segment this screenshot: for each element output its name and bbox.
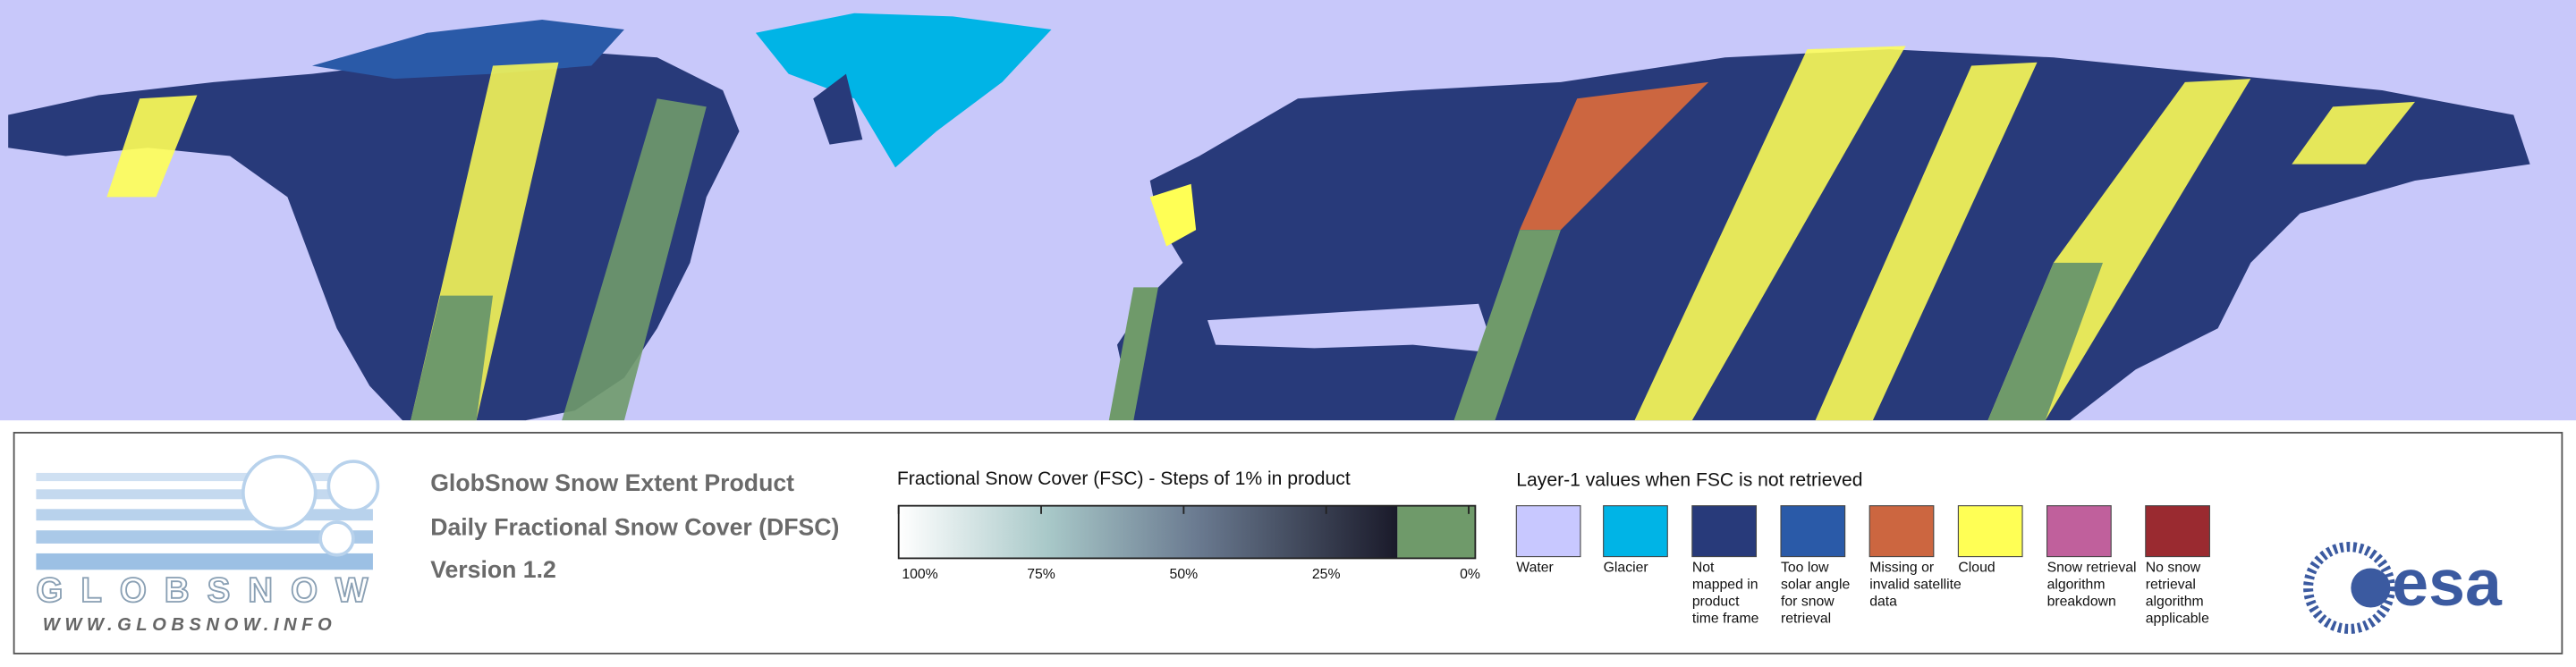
tick-label: 75% (1027, 567, 1055, 582)
legend-swatch (2145, 505, 2210, 558)
legend-label: Missing or (1869, 561, 1934, 576)
snowflake (318, 520, 355, 557)
legend-label: Cloud (1958, 561, 1995, 576)
legend-label: retrieval (2146, 578, 2196, 593)
legend-label: data (1869, 594, 1897, 609)
legend-label: for snow (1781, 594, 1835, 609)
fsc-frame (897, 504, 1477, 560)
legend-label: algorithm (2047, 578, 2106, 593)
fsc-title: Fractional Snow Cover (FSC) - Steps of 1… (897, 469, 1351, 489)
legend-label: mapped in (1692, 578, 1758, 593)
swath (1815, 62, 2038, 421)
legend-label: No snow (2146, 561, 2201, 576)
swath-snowfree (1453, 230, 1561, 421)
greenland-strip (813, 73, 863, 145)
legend-swatch (1603, 505, 1668, 558)
legend-swatch (2046, 505, 2112, 558)
snowflake (242, 454, 318, 531)
swath-snowfree (562, 98, 707, 421)
fsc-gradient (898, 505, 1398, 559)
legend-label: algorithm (2146, 594, 2204, 609)
legend-label: time frame (1692, 611, 1759, 626)
product-line: Daily Fractional Snow Cover (DFSC) (430, 513, 839, 540)
logo-stripe (36, 530, 373, 544)
swath (106, 95, 198, 198)
tick-label: 50% (1170, 567, 1199, 582)
legend-label: Glacier (1604, 561, 1648, 576)
esa-emblem (2351, 568, 2391, 608)
logo-stripe (36, 489, 373, 500)
legend-label: Water (1516, 561, 1554, 576)
swath-missing (1519, 81, 1709, 231)
legend-label: applicable (2146, 611, 2209, 626)
tick-label: 0% (1460, 567, 1480, 582)
logo-url: WWW.GLOBSNOW.INFO (43, 615, 336, 635)
tick-label: 25% (1312, 567, 1341, 582)
logo-stripe (36, 509, 373, 521)
esa-name: esa (2392, 545, 2503, 620)
legend-label: retrieval (1781, 611, 1831, 626)
legend-swatch (1957, 505, 2023, 558)
legend-swatch (1515, 505, 1581, 558)
north-america (8, 49, 740, 421)
legend-swatch (1780, 505, 1846, 558)
legend-swatch (1868, 505, 1935, 558)
greenland (755, 13, 1052, 168)
product-line: Version 1.2 (430, 556, 556, 583)
legend-label: product (1692, 594, 1740, 609)
logo-stripe (36, 553, 373, 570)
tick-label: 100% (902, 567, 937, 582)
legend-label: Too low (1781, 561, 1829, 576)
product-line: GlobSnow Snow Extent Product (430, 469, 794, 496)
swath (2292, 101, 2415, 165)
legend-label: breakdown (2047, 594, 2116, 609)
esa-logo: esa (2303, 542, 2503, 634)
legend-label: Snow retrieval (2047, 561, 2137, 576)
snowflake (326, 460, 380, 512)
logo-stripe (36, 472, 373, 482)
swath-snowfree (1987, 262, 2104, 421)
swath-snowfree (1108, 287, 1158, 421)
legend-label: invalid satellite (1869, 578, 1962, 593)
legend-label: solar angle (1781, 578, 1850, 593)
map (0, 0, 2576, 421)
legend-label: Not (1692, 561, 1715, 576)
swath-snowfree (411, 295, 494, 421)
swath (1634, 46, 1906, 421)
mediterranean (1208, 303, 1496, 353)
legend-swatch (1691, 505, 1758, 558)
fsc-snow-free (1397, 505, 1476, 559)
british-isles (1149, 183, 1197, 247)
layer1-title: Layer-1 values when FSC is not retrieved (1516, 470, 1862, 491)
fsc-colorbar: 100% 75% 50% 25% 0% (897, 504, 1480, 582)
